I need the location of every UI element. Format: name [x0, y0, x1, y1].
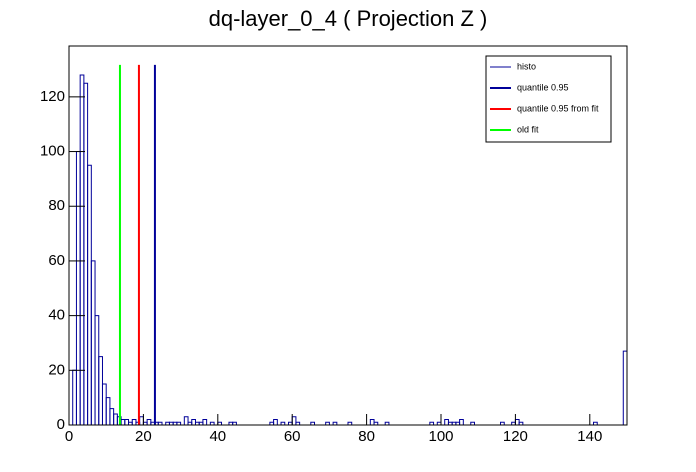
x-tick-label: 80: [358, 428, 375, 445]
histogram-bin: [518, 421, 524, 425]
histogram-bin: [384, 421, 390, 425]
histogram-bin: [202, 419, 208, 425]
y-tick-label: 120: [40, 88, 65, 105]
histogram-bin: [332, 421, 338, 425]
histogram-bin: [593, 421, 598, 425]
y-tick-label: 80: [48, 197, 65, 214]
x-tick-label: 20: [135, 428, 152, 445]
legend-label: quantile 0.95: [517, 82, 569, 92]
legend-label: old fit: [517, 124, 539, 134]
histogram-bin: [280, 421, 286, 425]
x-tick-label: 100: [428, 428, 453, 445]
histogram-bin: [295, 421, 301, 425]
x-tick-label: 120: [503, 428, 528, 445]
legend-label: histo: [517, 61, 536, 71]
histogram-bin: [157, 421, 163, 425]
histogram-bin: [273, 419, 278, 425]
histogram-bin: [429, 421, 435, 425]
histogram-bin: [209, 421, 215, 425]
histogram-bin: [183, 416, 189, 425]
histogram-bin: [347, 421, 353, 425]
chart-title: dq-layer_0_4 ( Projection Z ): [209, 6, 488, 31]
x-tick-label: 40: [209, 428, 226, 445]
y-tick-label: 20: [48, 361, 65, 378]
histogram-bin: [176, 421, 182, 425]
plot-frame: [68, 45, 628, 426]
histogram-bin: [500, 421, 505, 425]
y-tick-label: 100: [40, 143, 65, 160]
y-tick-label: 40: [48, 307, 65, 324]
histogram-bin: [310, 421, 316, 425]
x-tick-label: 0: [65, 428, 73, 445]
legend-box: [485, 55, 612, 143]
legend-label: quantile 0.95 from fit: [517, 103, 599, 113]
y-tick-label: 60: [48, 252, 65, 269]
histogram-bin: [232, 421, 237, 425]
x-tick-label: 140: [577, 428, 602, 445]
histogram-bin: [459, 419, 464, 425]
histogram-bin: [470, 421, 475, 425]
x-tick-label: 60: [284, 428, 301, 445]
histogram-bin: [373, 421, 379, 425]
y-tick-label: 0: [57, 416, 65, 433]
histogram-bin: [325, 421, 330, 425]
